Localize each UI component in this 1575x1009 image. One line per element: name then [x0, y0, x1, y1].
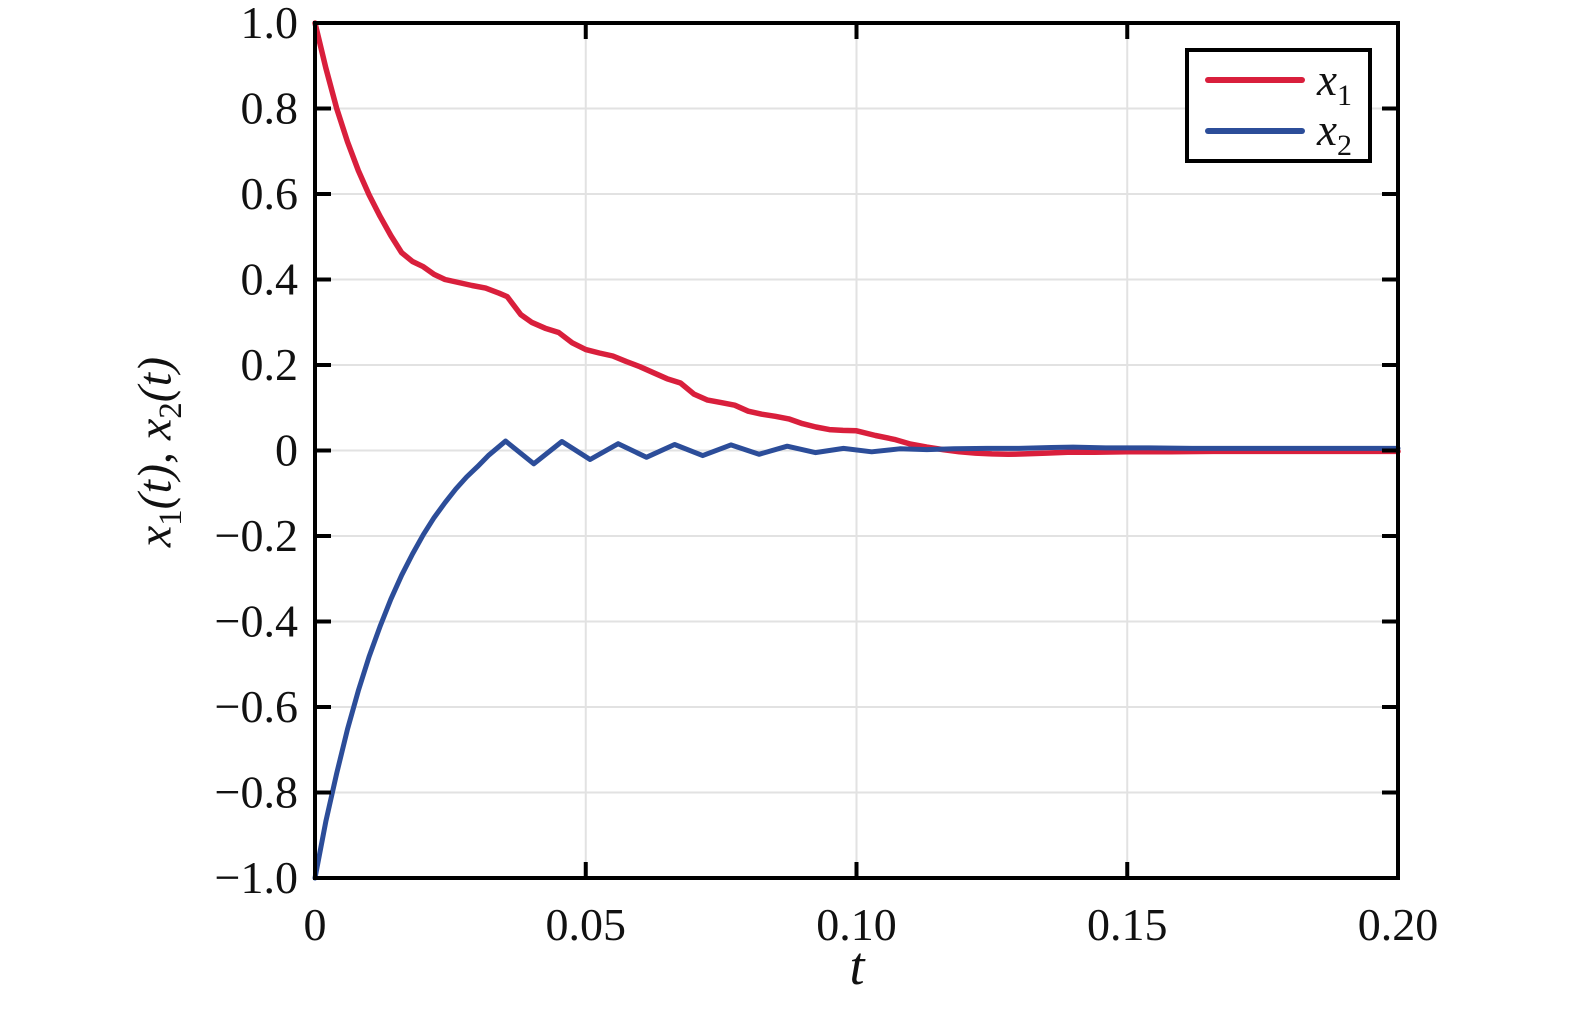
y-title-separator: ,: [128, 440, 182, 464]
legend-label-x2: x2: [1317, 105, 1352, 161]
y-axis-title: x1(t), x2(t): [128, 356, 190, 548]
x-tick-label: 0.15: [1087, 899, 1168, 950]
x-tick-label: 0.10: [816, 899, 897, 950]
y-tick-label: −1.0: [215, 852, 298, 903]
y-tick-label: −0.8: [215, 767, 298, 818]
x-tick-label: 0: [304, 899, 327, 950]
y-tick-label: 0: [275, 425, 298, 476]
y-title-x1: x: [128, 525, 182, 548]
legend-label-x1-main: x: [1317, 54, 1337, 105]
y-title-paren1: (t): [128, 464, 182, 510]
legend-line-x2: [1205, 127, 1305, 134]
x-tick-label: 0.20: [1358, 899, 1439, 950]
legend-item-x1: x1: [1205, 54, 1368, 110]
y-title-x2: x: [128, 418, 182, 440]
legend-label-x1: x1: [1317, 54, 1352, 110]
y-tick-label: 0.8: [241, 83, 299, 134]
y-tick-label: 1.0: [241, 0, 299, 48]
legend-line-x1: [1205, 77, 1305, 84]
series-line-x2: [312, 438, 1401, 881]
y-tick-label: −0.2: [215, 510, 298, 561]
legend-item-x2: x2: [1205, 105, 1368, 161]
legend: x1 x2: [1185, 48, 1372, 163]
x-axis-title: t: [849, 935, 864, 997]
y-tick-label: −0.4: [215, 596, 298, 647]
series-line-x1: [312, 20, 1401, 458]
y-tick-label: 0.6: [241, 168, 299, 219]
y-tick-label: 0.4: [241, 254, 299, 305]
y-tick-label: 0.2: [241, 339, 299, 390]
y-title-sub2: 2: [153, 402, 190, 419]
x-title-t: t: [849, 936, 865, 996]
legend-label-x1-sub: 1: [1336, 78, 1352, 112]
x-tick-label: 0.05: [546, 899, 627, 950]
y-title-sub1: 1: [153, 509, 190, 526]
legend-label-x2-sub: 2: [1336, 129, 1352, 163]
y-tick-label: −0.6: [215, 681, 298, 732]
y-title-paren2: (t): [128, 356, 182, 403]
legend-label-x2-main: x: [1317, 105, 1337, 156]
